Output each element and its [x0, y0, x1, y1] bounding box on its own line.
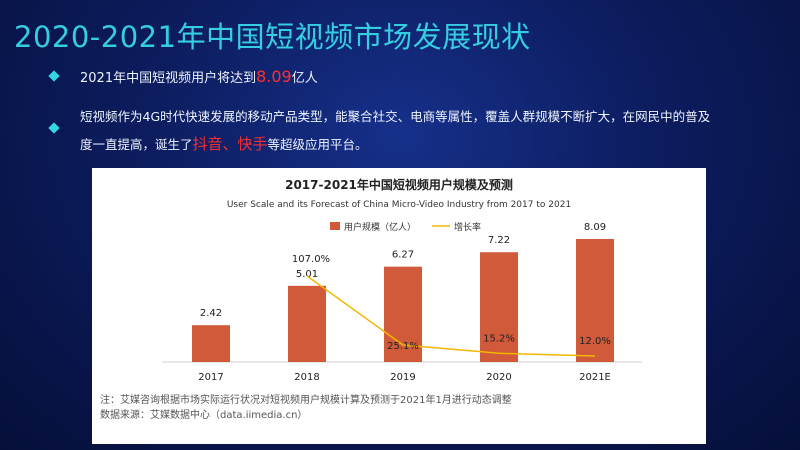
bar-value-label: 8.09 — [584, 222, 606, 233]
bullet-diamond-icon — [48, 70, 60, 82]
legend-line-label: 增长率 — [454, 221, 481, 233]
chart-note: 注：艾媒咨询根据市场实际运行状况对短视频用户规模计算及预测于2021年1月进行动… — [100, 395, 512, 406]
bullet-1-text: 2021年中国短视频用户将达到 — [80, 71, 257, 86]
x-tick-label: 2018 — [294, 372, 319, 383]
bullet-line-2a: 短视频作为4G时代快速发展的移动产品类型，能聚合社交、电商等属性，覆盖人群规模不… — [80, 109, 711, 124]
bar-2020 — [480, 252, 518, 362]
bar-2017 — [192, 325, 230, 362]
page-title: 2020-2021年中国短视频市场发展现状 — [14, 20, 531, 54]
growth-value-label: 107.0% — [292, 254, 330, 265]
bar-value-label: 2.42 — [200, 308, 222, 319]
bullet-diamond-icon — [48, 122, 60, 134]
bullet-1-highlight: 8.09 — [256, 67, 292, 86]
x-tick-label: 2021E — [579, 372, 611, 383]
growth-value-label: 15.2% — [483, 333, 515, 344]
bullet-2-text: 度一直提高，诞生了 — [80, 137, 193, 152]
chart-panel: 2017-2021年中国短视频用户规模及预测 User Scale and it… — [92, 168, 706, 444]
growth-value-label: 12.0% — [579, 336, 611, 347]
bar-value-label: 5.01 — [296, 269, 318, 280]
chart-title: 2017-2021年中国短视频用户规模及预测 — [285, 177, 513, 192]
bullet-line-1: 2021年中国短视频用户将达到8.09亿人 — [80, 67, 318, 86]
legend-bar-label: 用户规模（亿人） — [344, 221, 416, 233]
bullet-1-suffix: 亿人 — [291, 71, 318, 86]
bar-value-label: 7.22 — [488, 235, 510, 246]
growth-value-label: 25.1% — [387, 341, 419, 352]
growth-line — [306, 275, 596, 357]
chart-svg: 2017-2021年中国短视频用户规模及预测 User Scale and it… — [162, 177, 642, 383]
bullet-2-highlight: 抖音、快手 — [192, 135, 268, 153]
x-tick-label: 2019 — [390, 372, 415, 383]
chart-source: 数据来源：艾媒数据中心（data.iimedia.cn） — [100, 410, 308, 421]
chart-subtitle: User Scale and its Forecast of China Mic… — [227, 200, 571, 210]
bar-value-label: 6.27 — [392, 250, 414, 261]
x-tick-label: 2020 — [486, 372, 511, 383]
bullet-line-2b: 度一直提高，诞生了抖音、快手等超级应用平台。 — [80, 133, 368, 154]
bar-2021E — [576, 239, 614, 362]
x-tick-label: 2017 — [198, 372, 223, 383]
bar-2018 — [288, 285, 326, 362]
bullet-2-suffix: 等超级应用平台。 — [267, 137, 368, 152]
legend-bar-swatch — [330, 222, 340, 230]
